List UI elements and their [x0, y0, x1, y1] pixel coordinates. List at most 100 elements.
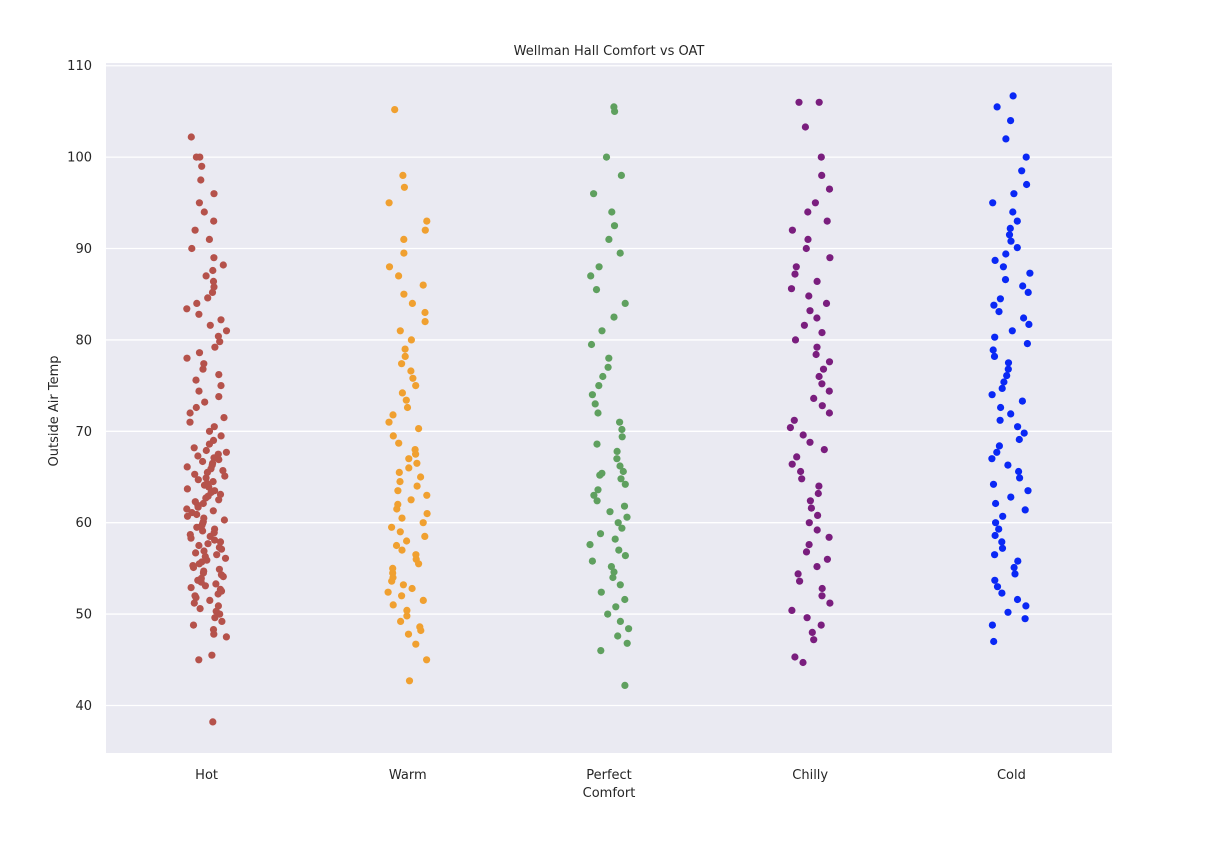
data-point	[807, 504, 816, 512]
y-tick-label: 40	[75, 699, 92, 714]
data-point	[395, 468, 403, 476]
data-point	[208, 288, 217, 296]
data-point	[996, 416, 1004, 424]
x-axis-label: Comfort	[583, 786, 636, 801]
series-chilly	[786, 98, 834, 667]
data-point	[996, 295, 1005, 303]
data-point	[190, 599, 198, 607]
data-point	[806, 438, 814, 446]
data-point	[398, 514, 406, 522]
data-point	[811, 199, 820, 207]
x-axis-ticks: Hot Warm Perfect Chilly Cold	[195, 768, 1026, 783]
data-point	[787, 285, 796, 293]
data-point	[204, 294, 212, 302]
data-point	[1018, 397, 1026, 405]
data-point	[788, 226, 797, 234]
data-point	[407, 496, 415, 504]
data-point	[586, 541, 594, 549]
data-point	[1025, 320, 1033, 328]
data-point	[216, 585, 224, 594]
data-point	[211, 487, 219, 495]
data-point	[195, 656, 203, 664]
data-point	[419, 281, 427, 289]
data-point	[991, 333, 999, 341]
data-point	[997, 403, 1005, 412]
data-point	[188, 508, 196, 517]
data-point	[1004, 608, 1012, 616]
data-point	[796, 577, 804, 585]
data-point	[611, 535, 619, 543]
data-point	[825, 358, 834, 366]
data-point	[205, 427, 214, 435]
data-point	[818, 380, 826, 388]
data-point	[213, 551, 221, 559]
data-point	[604, 363, 612, 371]
data-point	[1008, 327, 1016, 335]
data-point	[995, 442, 1004, 450]
data-point	[200, 514, 208, 522]
data-point	[200, 360, 208, 368]
data-point	[820, 446, 828, 454]
data-point	[791, 336, 800, 344]
data-point	[609, 573, 617, 582]
data-point	[190, 444, 198, 452]
data-point	[384, 588, 392, 596]
data-point	[206, 321, 214, 329]
data-point	[594, 486, 602, 494]
data-point	[214, 332, 222, 340]
data-point	[993, 448, 1001, 456]
data-point	[183, 463, 191, 471]
data-point	[1013, 217, 1021, 225]
data-point	[408, 299, 416, 307]
data-point	[197, 574, 205, 583]
data-point	[196, 153, 204, 161]
data-point	[396, 528, 404, 536]
data-point	[587, 340, 596, 349]
data-point	[191, 226, 199, 234]
data-point	[825, 533, 833, 541]
data-point	[202, 446, 210, 455]
data-point	[211, 343, 219, 351]
data-point	[618, 425, 626, 434]
data-point	[400, 249, 408, 257]
data-point	[1002, 135, 1010, 143]
data-point	[814, 511, 822, 519]
data-point	[412, 382, 420, 390]
data-point	[621, 681, 629, 690]
data-point	[588, 557, 597, 565]
data-point	[621, 552, 630, 560]
data-point	[1002, 250, 1010, 258]
series-hot	[183, 133, 231, 726]
data-point	[1024, 288, 1032, 296]
data-point	[616, 418, 624, 426]
data-point	[799, 658, 807, 667]
data-point	[210, 217, 218, 225]
data-point	[1014, 557, 1022, 565]
data-point	[209, 436, 218, 444]
data-point	[590, 491, 598, 499]
data-point	[209, 718, 217, 726]
data-point	[385, 418, 393, 426]
data-point	[215, 371, 223, 379]
data-point	[196, 605, 204, 613]
data-point	[1007, 117, 1015, 125]
data-point	[616, 581, 624, 589]
data-point	[210, 423, 218, 431]
data-point	[195, 310, 203, 318]
data-point	[199, 527, 207, 535]
data-point	[191, 592, 199, 600]
data-point	[1009, 92, 1017, 100]
data-point	[1007, 493, 1015, 501]
data-point	[802, 548, 811, 556]
data-point	[183, 354, 191, 362]
data-point	[200, 208, 208, 216]
data-point	[805, 541, 813, 549]
data-point	[619, 467, 627, 476]
data-point	[206, 596, 214, 605]
data-point	[186, 418, 194, 426]
data-point	[1004, 365, 1012, 373]
data-point	[1016, 474, 1024, 482]
data-point	[202, 474, 210, 482]
data-point	[194, 452, 202, 460]
